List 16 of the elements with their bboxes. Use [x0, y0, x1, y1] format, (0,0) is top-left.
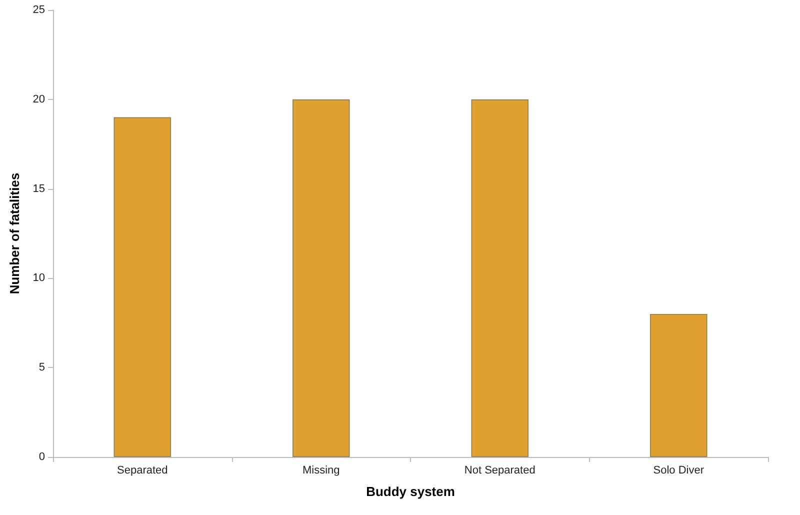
- bar: [114, 117, 171, 457]
- y-tick-label: 5: [38, 362, 45, 374]
- y-tick-label: 25: [32, 4, 45, 16]
- y-tick-label: 10: [32, 272, 45, 284]
- x-tick-label: Solo Diver: [653, 464, 704, 476]
- bar: [471, 99, 528, 457]
- y-tick-label: 0: [38, 451, 45, 463]
- y-tick-label: 20: [32, 93, 45, 106]
- x-tick-label: Not Separated: [464, 464, 536, 476]
- x-tick-label: Missing: [302, 464, 340, 476]
- bar: [650, 314, 708, 457]
- x-axis-title: Buddy system: [366, 484, 455, 499]
- x-tick-label: Separated: [116, 464, 168, 476]
- bar: [292, 99, 350, 457]
- y-tick-label: 15: [32, 182, 45, 195]
- y-axis-title: Number of fatalities: [7, 172, 22, 294]
